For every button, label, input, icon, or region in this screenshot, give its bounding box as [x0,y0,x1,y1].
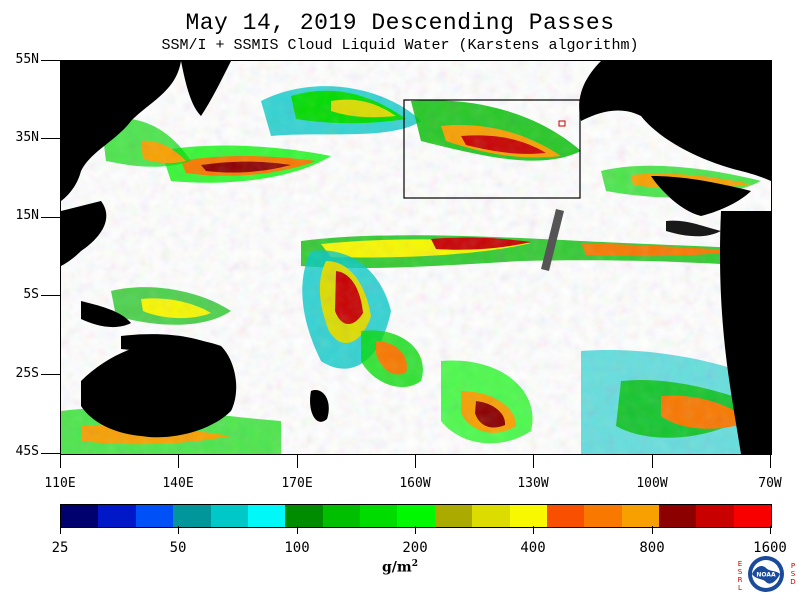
colorbar-swatch [584,505,622,527]
colorbar-swatch [173,505,211,527]
logo-right-letter-s: S [791,570,796,578]
colorbar-tick [770,526,771,534]
colorbar-swatch [621,505,659,527]
lat-label-35n: 35N [15,130,39,145]
lat-label-15n: 15N [15,208,39,223]
logo-left-letter-l: L [738,584,742,592]
colorbar-swatch [285,505,323,527]
logo-center-text: NOAA [756,572,776,579]
colorbar-tick [297,526,298,534]
highlight-box [403,99,581,199]
noaa-logo: NOAA E S R L P S D [738,556,796,592]
colorbar-tick [415,526,416,534]
lon-tick [770,454,771,468]
lat-tick [41,138,60,139]
colorbar-swatch [322,505,360,527]
colorbar-label-25: 25 [51,540,69,556]
logo-right-letter-p: P [791,562,795,570]
lon-tick [60,454,61,468]
colorbar-tick [533,526,534,534]
lon-tick [652,454,653,468]
lon-label-140e: 140E [162,476,194,491]
lat-label-45s: 45S [15,444,39,459]
colorbar-swatch [397,505,435,527]
lat-tick [41,374,60,375]
chart-subtitle: SSM/I + SSMIS Cloud Liquid Water (Karste… [161,37,639,54]
colorbar-swatch [472,505,510,527]
lat-label-55n: 55N [15,52,39,67]
lat-label-25s: 25S [15,366,39,381]
unit-label: g/m2 [382,559,418,576]
colorbar-swatch [210,505,248,527]
lon-tick [415,454,416,468]
colorbar-label-400: 400 [520,540,546,556]
lat-tick [41,453,60,454]
colorbar-swatch [135,505,174,527]
colorbar [60,504,772,528]
colorbar-label-50: 50 [169,540,187,556]
colorbar-swatch [61,505,99,527]
colorbar-label-100: 100 [284,540,310,556]
cloud-liquid-water-map [60,60,772,455]
colorbar-swatch [98,505,136,527]
lat-tick [41,60,60,61]
logo-left-letter-s: S [738,568,743,576]
lon-tick [533,454,534,468]
colorbar-swatch [546,505,585,527]
lon-label-170e: 170E [281,476,313,491]
map-canvas [61,61,771,454]
missing-data-swath [541,209,564,271]
colorbar-swatch [434,505,473,527]
marker-box [558,120,566,127]
lon-label-70w: 70W [758,476,782,491]
logo-left-letter-e: E [738,560,742,568]
colorbar-label-1600: 1600 [753,540,787,556]
colorbar-swatch [247,505,286,527]
lat-tick [41,295,60,296]
colorbar-tick [60,526,61,534]
lon-label-160w: 160W [399,476,431,491]
logo-left-letter-r: R [738,576,743,584]
colorbar-tick [178,526,179,534]
colorbar-label-200: 200 [402,540,428,556]
lon-label-100w: 100W [636,476,668,491]
lon-tick [178,454,179,468]
colorbar-tick [652,526,653,534]
logo-right-letter-d: D [790,578,795,586]
lon-label-130w: 130W [517,476,549,491]
lat-label-5s: 5S [23,287,39,302]
lat-tick [41,217,60,218]
colorbar-swatch [696,505,734,527]
chart-title: May 14, 2019 Descending Passes [185,10,615,36]
lon-tick [297,454,298,468]
landmasses [61,61,771,454]
colorbar-swatch [360,505,398,527]
lon-label-110e: 110E [44,476,76,491]
colorbar-label-800: 800 [639,540,665,556]
colorbar-swatch [733,505,772,527]
colorbar-swatch [509,505,547,527]
colorbar-swatch [659,505,697,527]
